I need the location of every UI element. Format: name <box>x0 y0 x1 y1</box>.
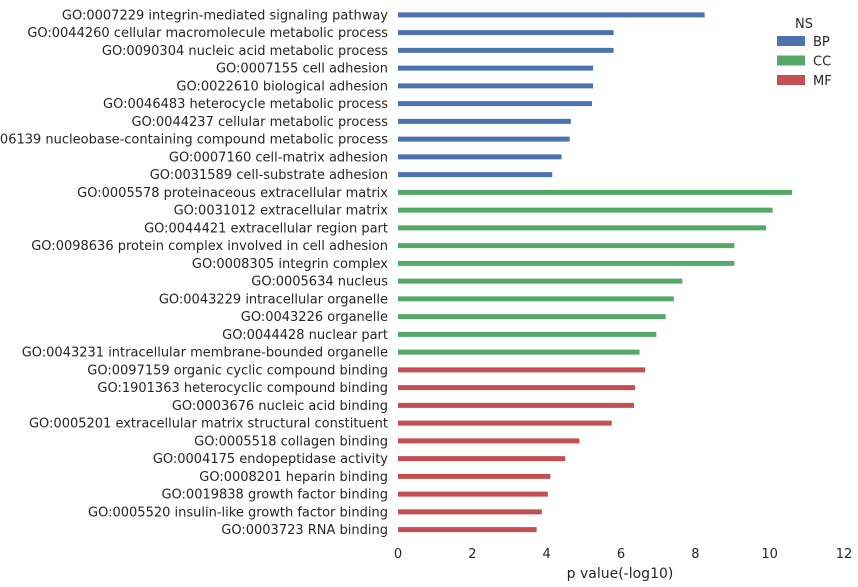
x-tick-label: 2 <box>468 547 476 562</box>
bar-bp <box>398 83 594 89</box>
category-label: GO:0005520 insulin-like growth factor bi… <box>88 505 388 520</box>
category-label: GO:0008305 integrin complex <box>192 257 388 272</box>
legend-swatch-mf <box>777 75 805 85</box>
category-label: GO:0004175 endopeptidase activity <box>153 452 388 467</box>
bar-cc <box>398 331 657 337</box>
category-label: GO:0003676 nucleic acid binding <box>172 399 388 414</box>
category-label: GO:0007155 cell adhesion <box>216 62 388 77</box>
bars-layer <box>398 12 792 533</box>
bar-mf <box>398 491 548 497</box>
bar-cc <box>398 189 792 195</box>
bar-bp <box>398 154 562 160</box>
bar-mf <box>398 367 646 373</box>
category-label: GO:0044428 nuclear part <box>222 328 388 343</box>
category-label: GO:0044421 extracellular region part <box>144 221 388 236</box>
category-label: GO:0098636 protein complex involved in c… <box>31 239 388 254</box>
bar-mf <box>398 527 537 533</box>
bar-bp <box>398 136 570 142</box>
bar-cc <box>398 260 735 266</box>
bar-bp <box>398 101 593 107</box>
x-tick-label: 12 <box>836 547 853 562</box>
category-label: GO:0044237 cellular metabolic process <box>131 115 388 130</box>
bar-bp <box>398 65 594 71</box>
category-label: GO:0031589 cell-substrate adhesion <box>150 168 388 183</box>
x-tick-label: 8 <box>691 547 699 562</box>
category-label: GO:1901363 heterocyclic compound binding <box>97 381 388 396</box>
legend-entries: BP CC MF <box>777 35 832 89</box>
category-label: GO:0005578 proteinaceous extracellular m… <box>77 186 388 201</box>
bar-mf <box>398 456 566 462</box>
category-label: GO:0005634 nucleus <box>251 275 388 290</box>
category-label: GO:0019838 growth factor binding <box>161 488 388 503</box>
category-label: GO:0005518 collagen binding <box>194 434 388 449</box>
bar-mf <box>398 509 542 515</box>
bar-cc <box>398 349 640 355</box>
category-label: GO:0043229 intracellular organelle <box>159 292 388 307</box>
bar-cc <box>398 314 666 320</box>
x-tick-label: 4 <box>543 547 551 562</box>
legend-label-bp: BP <box>813 35 830 50</box>
x-tick-label: 10 <box>761 547 778 562</box>
legend-label-mf: MF <box>813 74 832 89</box>
legend-swatch-cc <box>777 55 805 66</box>
bar-mf <box>398 402 635 408</box>
category-label: GO:0022610 biological adhesion <box>176 79 388 94</box>
bar-cc <box>398 225 766 231</box>
bar-bp <box>398 118 571 124</box>
category-labels: GO:0007229 integrin-mediated signaling p… <box>0 8 388 538</box>
bar-cc <box>398 243 735 249</box>
category-label: GO:0044260 cellular macromolecule metabo… <box>27 26 388 41</box>
bar-mf <box>398 438 580 444</box>
x-tick-label: 6 <box>617 547 625 562</box>
category-label: GO:0031012 extracellular matrix <box>174 204 389 219</box>
category-label: GO:0007229 integrin-mediated signaling p… <box>62 8 388 23</box>
legend-label-cc: CC <box>813 55 831 70</box>
bar-mf <box>398 473 551 479</box>
legend-title: NS <box>795 17 813 32</box>
category-label: GO:0043231 intracellular membrane-bounde… <box>22 346 388 361</box>
category-label: GO:0046483 heterocycle metabolic process <box>103 97 388 112</box>
bar-bp <box>398 172 553 178</box>
category-label: GO:0006139 nucleobase-containing compoun… <box>0 133 388 148</box>
bar-mf <box>398 420 612 426</box>
x-axis-ticks: 0 2 4 6 8 10 12 <box>394 547 852 562</box>
bar-cc <box>398 207 773 213</box>
category-label: GO:0097159 organic cyclic compound bindi… <box>87 363 388 378</box>
category-label: GO:0003723 RNA binding <box>221 523 388 538</box>
bar-cc <box>398 278 683 284</box>
category-label: GO:0005201 extracellular matrix structur… <box>29 417 388 432</box>
bar-mf <box>398 385 636 391</box>
bar-bp <box>398 12 705 18</box>
x-tick-label: 0 <box>394 547 402 562</box>
bar-bp <box>398 30 614 36</box>
legend-swatch-bp <box>777 36 805 46</box>
category-label: GO:0007160 cell-matrix adhesion <box>169 150 388 165</box>
legend: NS BP CC MF <box>777 17 832 89</box>
bar-bp <box>398 47 614 53</box>
category-label: GO:0008201 heparin binding <box>199 470 388 485</box>
bar-cc <box>398 296 674 302</box>
category-label: GO:0090304 nucleic acid metabolic proces… <box>102 44 388 59</box>
category-label: GO:0043226 organelle <box>241 310 388 325</box>
x-axis-title: p value(-log10) <box>567 566 674 582</box>
